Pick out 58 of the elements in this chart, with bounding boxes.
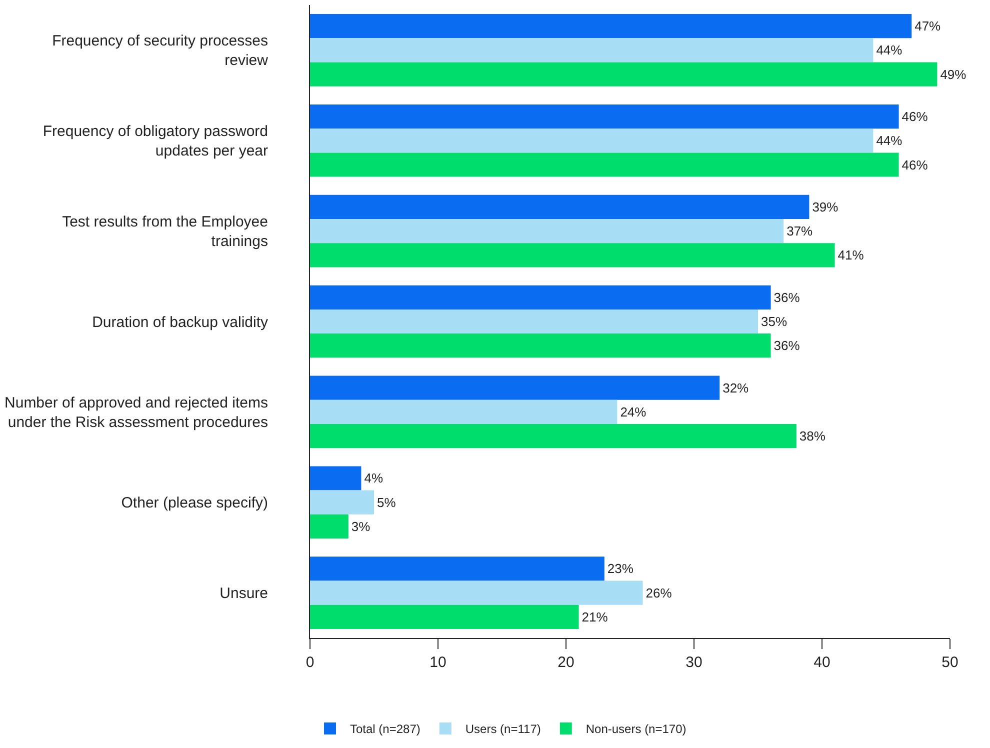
bar — [310, 243, 835, 268]
data-label: 23% — [607, 561, 634, 576]
data-label: 41% — [838, 248, 864, 263]
y-tick-label: Test results from the Employee trainings — [62, 214, 268, 250]
data-label: 24% — [620, 404, 647, 420]
bar — [310, 128, 874, 153]
x-tick-label: 40 — [814, 654, 830, 671]
bar — [310, 104, 899, 129]
y-tick-label: Frequency of security processes review — [52, 32, 268, 70]
x-tick-label: 50 — [942, 654, 958, 671]
legend-label: Total (n=287) — [350, 722, 420, 736]
bar — [310, 219, 784, 244]
data-label: 3% — [351, 518, 371, 534]
bar — [310, 62, 938, 86]
data-label: 37% — [786, 224, 814, 239]
y-tick-label: Unsure — [220, 585, 268, 602]
data-label: 38% — [799, 428, 826, 444]
data-label: 26% — [646, 585, 672, 600]
bar — [310, 514, 348, 539]
data-label: 36% — [774, 338, 800, 354]
bar — [310, 466, 362, 490]
bar — [310, 556, 604, 581]
bar — [310, 14, 912, 38]
bar — [310, 334, 771, 358]
legend-label: Non-users (n=170) — [586, 722, 686, 736]
data-label: 21% — [582, 609, 608, 624]
bar — [310, 490, 374, 514]
data-label: 44% — [876, 42, 903, 58]
bar — [310, 38, 874, 62]
bar — [310, 604, 579, 629]
bar — [310, 194, 810, 220]
bar — [310, 400, 618, 424]
legend-label: Users (n=117) — [465, 722, 541, 736]
data-label: 46% — [902, 157, 928, 172]
bar — [310, 580, 643, 605]
data-label: 32% — [722, 380, 750, 396]
y-tick-label: Other (please specify) — [121, 494, 268, 512]
x-tick-label: 20 — [558, 654, 574, 671]
y-tick-label: Duration of backup validity — [92, 314, 268, 331]
data-label: 49% — [940, 66, 967, 82]
data-label: 47% — [914, 18, 942, 34]
bar — [310, 376, 720, 400]
x-tick-label: 10 — [430, 654, 446, 671]
data-label: 4% — [364, 470, 384, 486]
data-label: 44% — [876, 133, 903, 148]
bar — [310, 285, 771, 310]
bar — [310, 424, 796, 448]
x-tick-label: 30 — [686, 654, 702, 671]
x-tick-label: 0 — [306, 654, 314, 671]
y-tick-label: Number of approved and rejected items under the Risk assessment procedures — [4, 394, 268, 431]
bar — [310, 309, 758, 334]
bar — [310, 152, 899, 177]
data-label: 36% — [774, 290, 800, 305]
data-label: 39% — [812, 199, 839, 214]
data-label: 35% — [761, 314, 788, 329]
y-tick-label: Frequency of obligatory password updates per year — [42, 123, 268, 160]
data-label: 5% — [377, 494, 396, 510]
data-label: 46% — [902, 109, 928, 124]
